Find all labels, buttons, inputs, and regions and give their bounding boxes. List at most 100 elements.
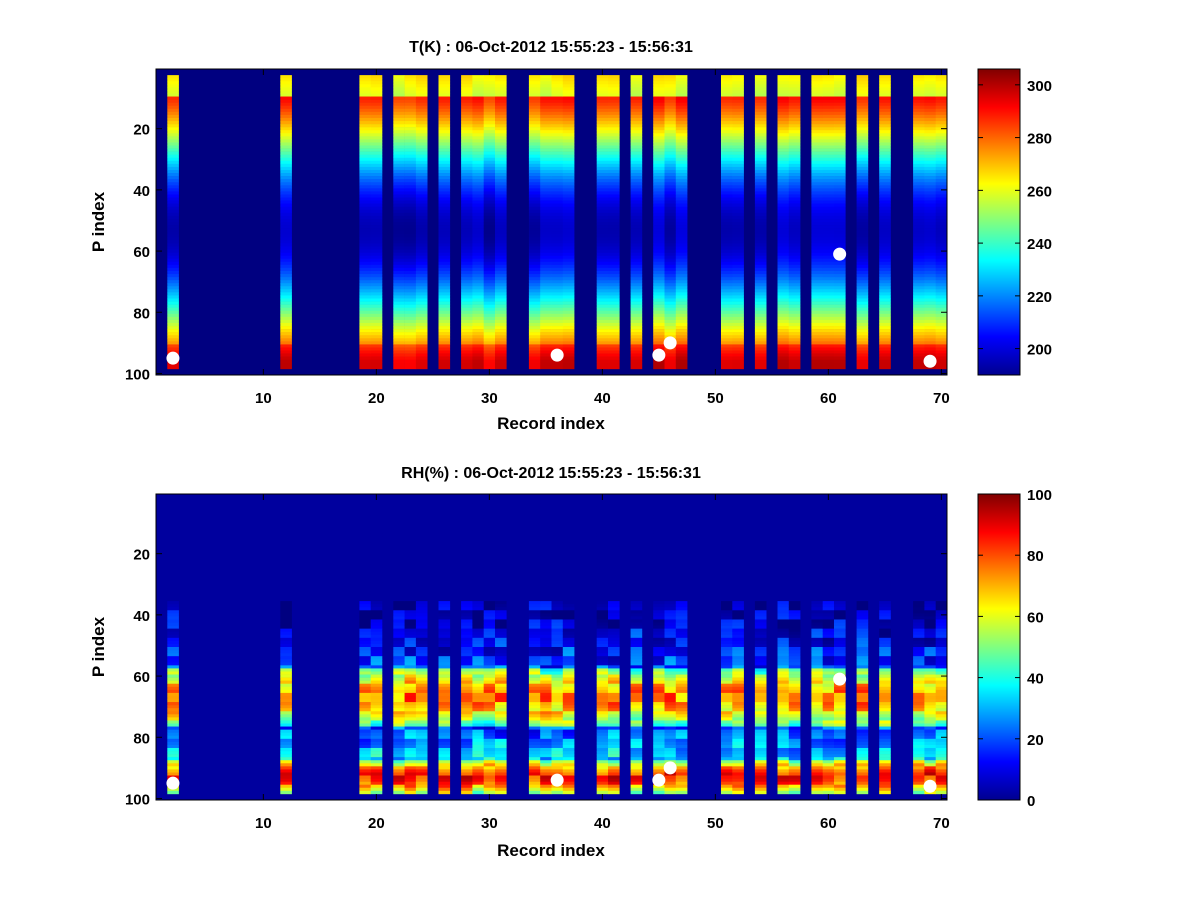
heatmap-cell [777, 179, 790, 183]
heatmap-cell [415, 347, 428, 351]
heatmap-column [370, 75, 383, 370]
heatmap-cell [935, 176, 948, 180]
heatmap-cell [280, 151, 292, 155]
heatmap-cell [540, 286, 552, 290]
heatmap-cell [822, 286, 835, 290]
heatmap-cell [370, 222, 383, 226]
heatmap-cell [167, 185, 179, 189]
heatmap-cell [540, 552, 552, 556]
heatmap-cell [438, 194, 451, 198]
heatmap-cell [404, 148, 417, 152]
heatmap-cell [879, 338, 891, 342]
heatmap-cell [935, 121, 948, 125]
heatmap-cell [935, 173, 948, 177]
heatmap-cell [551, 228, 564, 232]
heatmap-cell [495, 365, 507, 370]
heatmap-cell [551, 542, 564, 547]
heatmap-cell [280, 787, 292, 792]
heatmap-cell [472, 191, 484, 195]
heatmap-cell [540, 760, 552, 764]
heatmap-cell [879, 255, 891, 260]
heatmap-cell [280, 680, 292, 685]
heatmap-cell [461, 601, 473, 605]
heatmap-cell [811, 365, 823, 370]
heatmap-cell [393, 790, 405, 795]
heatmap-cell [167, 564, 179, 568]
heatmap-cell [461, 322, 473, 327]
heatmap-cell [913, 326, 925, 330]
heatmap-column [370, 500, 383, 795]
heatmap-cell [732, 154, 744, 159]
heatmap-cell [404, 99, 417, 103]
heatmap-cell [777, 197, 790, 201]
heatmap-cell [472, 289, 484, 293]
heatmap-cell [540, 218, 552, 223]
heatmap-cell [359, 689, 371, 694]
heatmap-cell [822, 203, 835, 207]
heatmap-cell [415, 130, 428, 134]
heatmap-cell [630, 130, 643, 134]
heatmap-cell [551, 650, 564, 654]
heatmap-cell [167, 591, 179, 596]
heatmap-cell [472, 108, 484, 113]
heatmap-cell [562, 111, 575, 116]
heatmap-cell [370, 78, 383, 82]
heatmap-cell [788, 200, 801, 204]
heatmap-cell [280, 365, 292, 370]
heatmap-cell [359, 576, 371, 580]
heatmap-cell [495, 160, 507, 165]
heatmap-cell [483, 674, 496, 678]
heatmap-cell [562, 570, 575, 574]
heatmap-cell [732, 335, 744, 339]
heatmap-cell [280, 711, 292, 715]
heatmap-cell [415, 717, 428, 721]
heatmap-cell [370, 674, 383, 678]
heatmap-cell [822, 78, 835, 82]
heatmap-cell [393, 215, 405, 220]
heatmap-cell [664, 185, 677, 189]
heatmap-cell [359, 142, 371, 146]
heatmap-cell [415, 322, 428, 327]
heatmap-cell [438, 555, 451, 559]
heatmap-cell [754, 154, 767, 159]
heatmap-cell [822, 347, 835, 351]
colorbar-tick-label: 220 [1027, 289, 1052, 306]
heatmap-cell [495, 683, 507, 688]
heatmap-cell [495, 176, 507, 180]
heatmap-cell [415, 225, 428, 229]
heatmap-cell [370, 539, 383, 544]
heatmap-cell [359, 546, 371, 550]
heatmap-cell [495, 240, 507, 244]
heatmap-cell [528, 757, 541, 761]
heatmap-cell [438, 784, 451, 789]
heatmap-cell [856, 197, 869, 201]
heatmap-cell [540, 108, 552, 113]
heatmap-cell [280, 591, 292, 596]
heatmap-cell [393, 212, 405, 217]
heatmap-cell [528, 552, 541, 556]
heatmap-cell [495, 591, 507, 596]
heatmap-cell [811, 114, 823, 119]
heatmap-cell [393, 295, 405, 299]
heatmap-cell [562, 518, 575, 522]
heatmap-cell [811, 188, 823, 192]
heatmap-cell [664, 142, 677, 146]
heatmap-cell [370, 365, 383, 370]
heatmap-cell [540, 316, 552, 321]
heatmap-cell [856, 267, 869, 272]
heatmap-cell [653, 133, 665, 137]
heatmap-cell [551, 365, 564, 370]
heatmap-cell [562, 699, 575, 703]
heatmap-cell [732, 341, 744, 345]
heatmap-cell [393, 640, 405, 645]
x-tick-label: 60 [820, 390, 837, 407]
heatmap-cell [404, 625, 417, 629]
heatmap-cell [393, 619, 405, 623]
heatmap-cell [483, 717, 496, 721]
heatmap-cell [551, 240, 564, 244]
heatmap-cell [754, 329, 767, 333]
heatmap-cell [924, 102, 936, 107]
heatmap-cell [630, 102, 643, 107]
heatmap-cell [370, 301, 383, 305]
heatmap-cell [370, 292, 383, 296]
